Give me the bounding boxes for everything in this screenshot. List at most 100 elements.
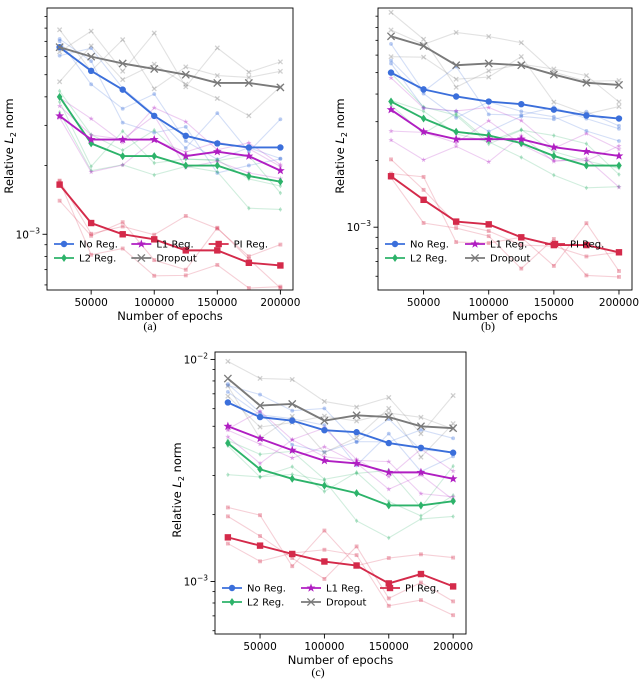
data-point <box>582 146 591 156</box>
faded-run-point <box>289 376 295 383</box>
data-point <box>386 32 396 41</box>
faded-run-point <box>584 129 589 133</box>
faded-run-point <box>389 58 393 63</box>
faded-run-point <box>258 559 262 564</box>
data-point <box>485 98 492 105</box>
faded-run-point <box>583 158 590 164</box>
faded-run-line <box>390 43 620 130</box>
faded-run-line <box>59 180 281 257</box>
faded-run-point <box>451 493 455 498</box>
data-point <box>449 583 457 590</box>
data-point <box>182 247 189 254</box>
faded-run-point <box>321 398 328 405</box>
data-point <box>256 413 264 421</box>
y-tick-label: 10−3 <box>16 226 41 241</box>
faded-run-point <box>121 162 125 168</box>
faded-run-point <box>386 473 392 479</box>
faded-run-point <box>183 124 188 129</box>
faded-run-point <box>486 234 491 239</box>
x-tick-label: 50000 <box>407 297 440 309</box>
faded-run-line <box>227 360 454 435</box>
faded-run-line <box>227 410 454 478</box>
x-tick-label: 200000 <box>599 297 639 309</box>
faded-run-point <box>551 158 557 164</box>
data-point <box>385 580 392 587</box>
data-point <box>420 86 427 93</box>
data-point <box>583 112 590 119</box>
data-point <box>224 399 232 406</box>
data-point <box>386 105 396 114</box>
faded-run-point <box>453 143 459 149</box>
legend-label: PI Reg. <box>570 240 604 251</box>
series-line <box>390 108 620 157</box>
data-point <box>151 112 158 120</box>
legend-label: Dropout <box>156 254 197 265</box>
faded-run-point <box>89 233 94 238</box>
data-point <box>55 43 64 52</box>
panel-caption: (a) <box>143 319 156 333</box>
data-point <box>321 427 328 434</box>
data-point <box>56 92 63 101</box>
faded-run-point <box>451 463 455 469</box>
faded-run-point <box>215 226 220 231</box>
faded-run-point <box>421 104 426 110</box>
faded-run-line <box>59 90 281 187</box>
faded-run-point <box>322 489 327 494</box>
data-point <box>86 134 96 144</box>
data-point <box>353 489 360 498</box>
data-point <box>87 52 96 61</box>
faded-run-point <box>89 46 94 51</box>
faded-run-point <box>418 472 424 478</box>
data-point <box>450 497 456 506</box>
faded-run-point <box>388 75 394 81</box>
data-point <box>87 67 95 75</box>
legend-marker <box>137 253 146 263</box>
faded-run-point <box>215 262 220 267</box>
data-point <box>385 501 392 510</box>
faded-run-point <box>519 154 523 160</box>
faded-run-line <box>59 111 281 211</box>
faded-run-point <box>551 117 556 122</box>
faded-run-point <box>258 474 262 480</box>
data-point <box>255 433 265 443</box>
faded-run-point <box>246 74 252 81</box>
faded-run-point <box>121 147 125 153</box>
faded-run-line <box>390 29 619 82</box>
faded-run-point <box>421 174 426 179</box>
series-line <box>58 184 281 267</box>
data-point <box>149 134 159 144</box>
legend-marker <box>136 239 146 248</box>
data-point <box>550 106 558 113</box>
faded-run-point <box>519 266 524 271</box>
legend-label: L1 Reg. <box>490 240 527 251</box>
faded-run-point <box>290 556 295 560</box>
faded-run-point <box>450 494 456 500</box>
faded-run-point <box>257 408 263 414</box>
data-point <box>244 151 254 160</box>
data-point <box>388 97 394 106</box>
faded-run-point <box>226 472 230 478</box>
faded-run-point <box>322 476 327 482</box>
faded-run-point <box>215 157 219 163</box>
faded-run-point <box>322 477 327 483</box>
data-point <box>452 218 460 225</box>
faded-run-point <box>322 406 327 411</box>
faded-run-point <box>386 556 391 560</box>
data-point <box>582 78 591 87</box>
data-point <box>246 171 252 180</box>
faded-run-point <box>617 184 621 190</box>
faded-run-line <box>227 436 454 498</box>
data-point <box>549 142 559 151</box>
faded-run-point <box>57 198 62 203</box>
data-point <box>453 127 459 136</box>
faded-run-point <box>450 468 456 474</box>
data-point <box>277 177 284 186</box>
faded-run-point <box>419 552 423 557</box>
x-tick-label: 150000 <box>197 297 237 309</box>
faded-run-point <box>518 117 524 123</box>
faded-run-point <box>57 39 62 43</box>
data-point <box>321 558 328 565</box>
faded-run-point <box>278 190 283 196</box>
faded-run-point <box>616 184 622 190</box>
